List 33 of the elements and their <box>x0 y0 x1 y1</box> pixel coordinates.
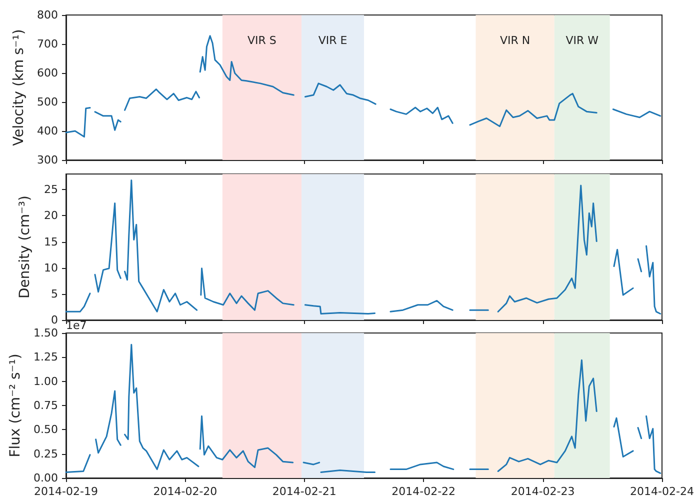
y-tick-label: 600 <box>37 66 58 80</box>
y-tick-label: 700 <box>37 38 58 50</box>
y-tick-label: 0.00 <box>34 472 58 484</box>
y-axis-title: Flux (cm⁻² s⁻¹) <box>8 354 24 458</box>
y-axis-title: Velocity (km s⁻¹) <box>11 29 28 146</box>
x-tick-label: 2014-02-22 <box>392 485 456 497</box>
band-label: VIR S <box>248 34 276 47</box>
y-tick-label: 10 <box>44 261 58 274</box>
band-label: VIR W <box>566 34 599 47</box>
y-tick-label: 1.25 <box>34 350 58 364</box>
y-tick-label: 300 <box>37 154 58 166</box>
x-tick-label: 2014-02-23 <box>510 485 575 497</box>
annotation: 1e7 <box>66 319 87 332</box>
y-tick-label: 25 <box>44 183 58 196</box>
y-tick-label: 0.75 <box>34 399 58 412</box>
y-tick-label: 1.50 <box>34 326 58 340</box>
y-tick-label: 5 <box>51 287 58 300</box>
y-tick-label: 400 <box>37 124 58 138</box>
band-label: VIR E <box>318 34 348 47</box>
y-tick-label: 0 <box>51 314 58 326</box>
y-tick-label: 20 <box>44 209 58 222</box>
y-tick-label: 500 <box>37 96 58 108</box>
x-tick-label: 2014-02-24 <box>630 485 694 497</box>
y-tick-label: 15 <box>44 235 58 248</box>
y-tick-label: 0.50 <box>34 423 58 436</box>
x-tick-label: 2014-02-21 <box>272 485 336 497</box>
x-tick-label: 2014-02-19 <box>34 485 98 497</box>
y-tick-label: 0.25 <box>34 447 58 460</box>
y-tick-label: 800 <box>37 8 58 22</box>
y-tick-label: 1.00 <box>34 374 58 388</box>
band-label: VIR N <box>500 34 530 47</box>
x-tick-label: 2014-02-20 <box>153 485 218 497</box>
y-axis-title: Density (cm⁻³) <box>17 196 33 298</box>
